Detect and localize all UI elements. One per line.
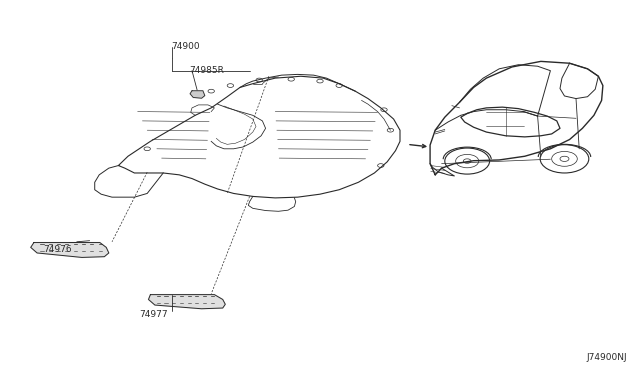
- Text: 74900: 74900: [172, 42, 200, 51]
- Polygon shape: [148, 295, 225, 309]
- Polygon shape: [31, 243, 109, 257]
- Text: 74977: 74977: [140, 310, 168, 319]
- Bar: [189, 298, 205, 305]
- Text: 74985R: 74985R: [189, 66, 223, 75]
- Text: 74976: 74976: [44, 245, 72, 254]
- Polygon shape: [190, 91, 205, 98]
- Text: J74900NJ: J74900NJ: [587, 353, 627, 362]
- Bar: [72, 246, 88, 254]
